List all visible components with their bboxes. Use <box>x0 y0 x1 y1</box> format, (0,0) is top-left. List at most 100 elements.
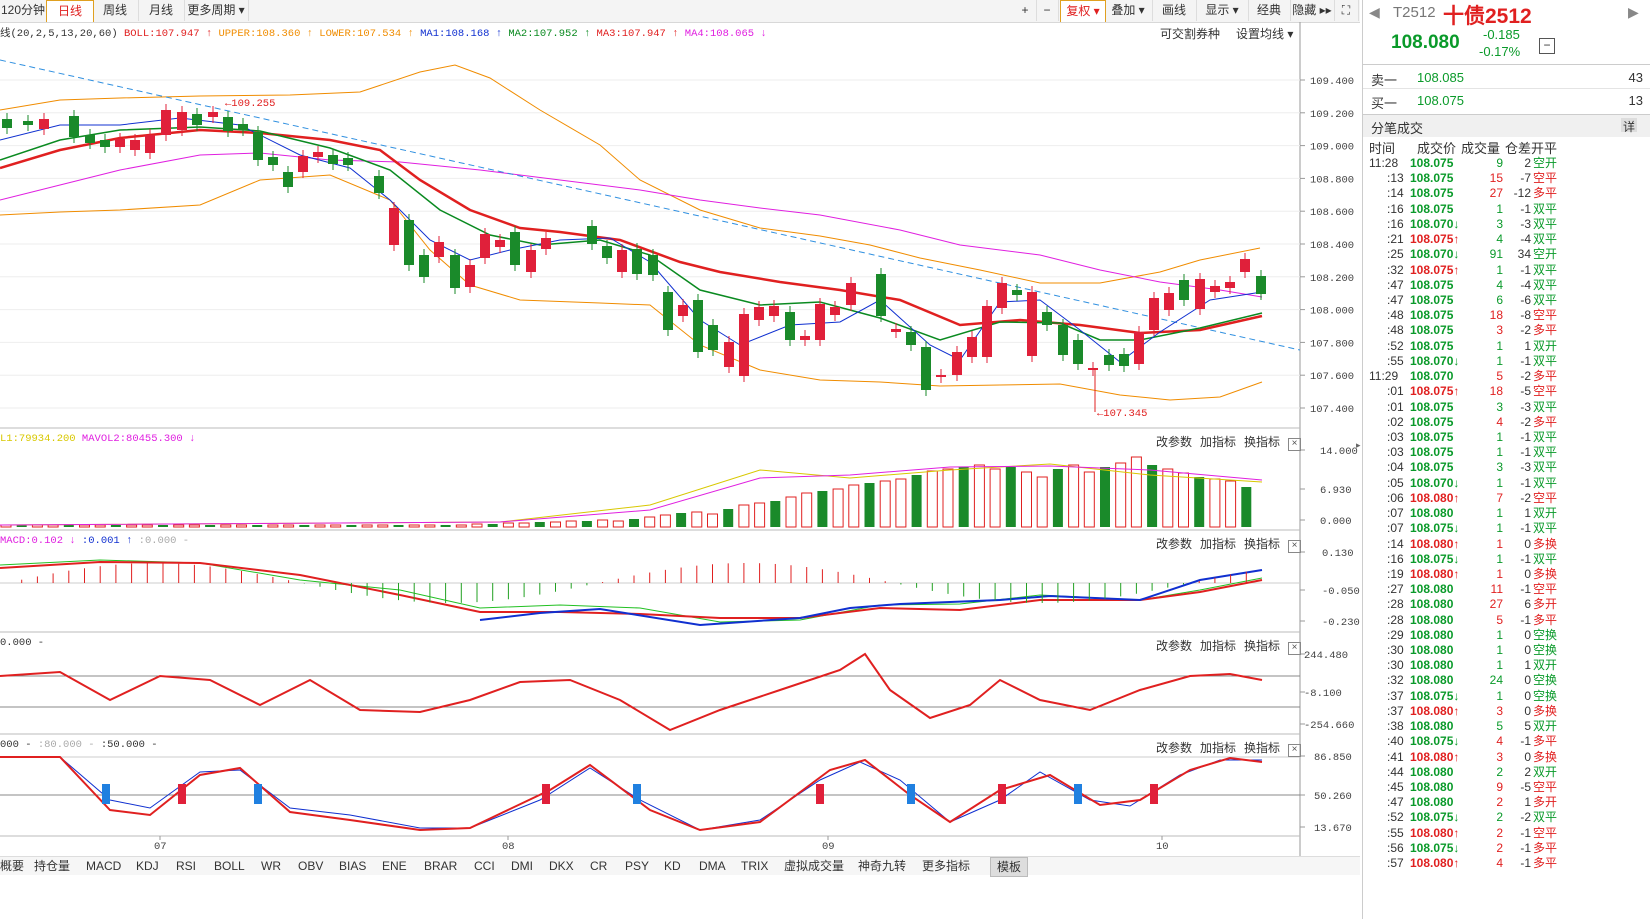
period-tab-2[interactable]: 周线 <box>92 0 139 21</box>
trade-price: 108.080 <box>1410 643 1454 658</box>
indicator-tab-3[interactable]: KDJ <box>136 859 159 873</box>
indicator-tab-6[interactable]: WR <box>261 859 281 873</box>
tool-button-2[interactable]: 画线 <box>1152 0 1197 21</box>
next-contract-icon[interactable]: ▶ <box>1628 4 1639 20</box>
close-panel-icon[interactable]: × <box>1288 642 1302 655</box>
indicator-tab-15[interactable]: PSY <box>625 859 650 873</box>
trade-type: 空平 <box>1533 384 1558 399</box>
trade-volume: 9 <box>1496 156 1503 170</box>
indicator-tab-20[interactable]: 神奇九转 <box>858 859 907 873</box>
deliverable-bonds-link[interactable]: 可交割券种 <box>1160 27 1221 41</box>
candle <box>830 307 840 315</box>
kline-chart[interactable]: 109.400 109.200 109.000 108.800 108.600 108.4… <box>0 0 1360 919</box>
kd-legend: 000 - :80.000 - :50.000 - <box>0 739 158 751</box>
indicator-tab-11[interactable]: CCI <box>474 859 495 873</box>
panel-action-2[interactable]: 换指标 <box>1244 741 1281 755</box>
volume-bar <box>31 524 43 528</box>
prev-contract-icon[interactable]: ◀ <box>1369 4 1380 20</box>
close-panel-icon[interactable]: × <box>1288 744 1302 757</box>
volume-bar <box>1241 487 1252 527</box>
indicator-tab-13[interactable]: DKX <box>549 859 574 873</box>
panel-action-1[interactable]: 加指标 <box>1200 435 1237 449</box>
indicator-tab-4[interactable]: RSI <box>176 859 197 873</box>
panel-action-0[interactable]: 改参数 <box>1156 537 1193 551</box>
period-tab-4[interactable]: 更多周期 ▾ <box>184 0 249 21</box>
panel-action-0[interactable]: 改参数 <box>1156 435 1193 449</box>
volume-bar <box>267 524 279 528</box>
detail-button[interactable]: 详 <box>1621 118 1637 134</box>
trade-oi-change: -3 <box>1520 460 1531 475</box>
candle <box>283 172 293 187</box>
candle <box>313 152 323 157</box>
trade-row: :37 108.080↑ 3 0 多换 <box>1363 704 1650 719</box>
panel-action-0[interactable]: 改参数 <box>1156 639 1193 653</box>
volume-bar <box>550 521 561 528</box>
panel-action-2[interactable]: 换指标 <box>1244 537 1281 551</box>
indicator-tab-21[interactable]: 更多指标 <box>922 859 971 873</box>
trade-row: :16 108.075 1 -1 双平 <box>1363 202 1650 217</box>
indicator-tab-2[interactable]: MACD <box>86 859 122 873</box>
tool-button-1[interactable]: 叠加 ▾ <box>1104 0 1153 21</box>
indicator-tab-7[interactable]: OBV <box>298 859 324 873</box>
kd-tick: 50.260 <box>1314 791 1352 803</box>
zoom-out-button[interactable]: − <box>1036 0 1059 21</box>
panel-action-0[interactable]: 改参数 <box>1156 741 1193 755</box>
close-panel-icon[interactable]: × <box>1288 438 1302 451</box>
trade-price: 108.080↑ <box>1410 536 1460 551</box>
close-panel-icon[interactable]: × <box>1288 540 1302 553</box>
trade-type: 多开 <box>1533 795 1558 810</box>
trade-row: :01 108.075 3 -3 双平 <box>1363 400 1650 415</box>
trade-type: 多平 <box>1533 414 1558 429</box>
kd-legend-item-0: 000 - <box>0 739 38 751</box>
panel-action-1[interactable]: 加指标 <box>1200 537 1237 551</box>
candle <box>1027 292 1037 356</box>
indicator-tab-1[interactable]: 持仓量 <box>34 859 71 873</box>
minimize-icon[interactable]: − <box>1539 38 1555 54</box>
panel-action-2[interactable]: 换指标 <box>1244 639 1281 653</box>
ma-settings-button[interactable]: 设置均线 ▾ <box>1236 27 1294 41</box>
trade-price: 108.075 <box>1410 399 1454 414</box>
trade-volume: 9 <box>1496 780 1503 795</box>
tool-button-0[interactable]: 复权 ▾ <box>1060 0 1106 22</box>
indicator-tab-9[interactable]: ENE <box>382 859 407 873</box>
trade-type: 多平 <box>1533 612 1558 627</box>
trade-row: :57 108.080↑ 4 -1 多平 <box>1363 856 1650 871</box>
trade-volume: 5 <box>1496 719 1503 734</box>
indicator-tab-5[interactable]: BOLL <box>214 859 245 873</box>
indicator-tab-8[interactable]: BIAS <box>339 859 367 873</box>
candle <box>268 157 278 165</box>
tool-button-5[interactable]: 隐藏 ▸▸ <box>1290 0 1335 21</box>
collapse-handle-icon[interactable]: ▸ <box>1356 440 1361 450</box>
zoom-in-button[interactable]: + <box>1014 0 1037 21</box>
indicator-tab-12[interactable]: DMI <box>511 859 533 873</box>
indicator-tab-17[interactable]: DMA <box>699 859 726 873</box>
trade-type: 双平 <box>1533 201 1558 216</box>
panel-action-1[interactable]: 加指标 <box>1200 639 1237 653</box>
period-tab-1[interactable]: 日线 <box>46 0 94 22</box>
panel-actions-1: 改参数 加指标 换指标 × <box>1156 535 1302 553</box>
trade-type: 双平 <box>1533 460 1558 475</box>
candle <box>130 140 140 150</box>
kd-tick: 13.670 <box>1314 823 1352 835</box>
trade-row: :41 108.080↑ 3 0 多换 <box>1363 750 1650 765</box>
indicator-tab-19[interactable]: 虚拟成交量 <box>784 859 845 873</box>
tool-button-4[interactable]: 经典 <box>1248 0 1291 21</box>
indicator-tab-10[interactable]: BRAR <box>424 859 458 873</box>
indicator-tab-0[interactable]: 概要 <box>0 859 25 873</box>
x-tick-label: 09 <box>822 841 835 853</box>
indicator-tab-14[interactable]: CR <box>590 859 608 873</box>
tool-button-3[interactable]: 显示 ▾ <box>1196 0 1249 21</box>
panel-action-2[interactable]: 换指标 <box>1244 435 1281 449</box>
indicator-tab-16[interactable]: KD <box>664 859 681 873</box>
trade-volume: 4 <box>1496 232 1503 247</box>
volume-bar <box>848 484 860 528</box>
period-tab-3[interactable]: 月线 <box>138 0 185 21</box>
kd-signal-marker <box>633 784 641 804</box>
fullscreen-icon[interactable]: ⛶ <box>1334 0 1359 21</box>
indicator-tab-22[interactable]: 模板 <box>990 857 1029 877</box>
trade-price: 108.075↓ <box>1410 734 1460 749</box>
candle <box>510 232 520 265</box>
volume-bar <box>534 522 545 527</box>
indicator-tab-18[interactable]: TRIX <box>741 859 769 873</box>
panel-action-1[interactable]: 加指标 <box>1200 741 1237 755</box>
